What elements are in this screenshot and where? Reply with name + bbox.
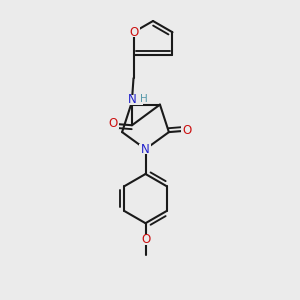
Bar: [140, 235, 152, 244]
Text: O: O: [183, 124, 192, 137]
Text: O: O: [129, 26, 138, 39]
Text: H: H: [140, 94, 148, 103]
Bar: [127, 95, 143, 104]
Bar: [182, 126, 194, 135]
Text: N: N: [141, 142, 150, 156]
Bar: [106, 119, 119, 128]
Text: N: N: [128, 93, 136, 106]
Text: O: O: [141, 233, 150, 246]
Bar: [140, 144, 152, 154]
Text: O: O: [108, 117, 117, 130]
Bar: [128, 27, 140, 37]
